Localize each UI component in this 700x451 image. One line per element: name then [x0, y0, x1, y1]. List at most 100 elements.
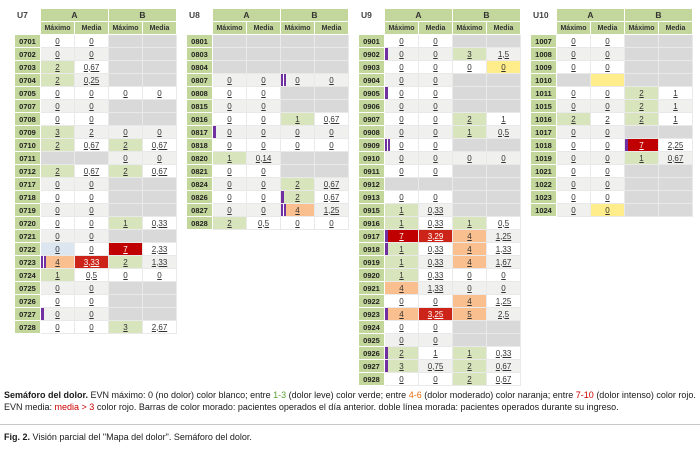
cell-0917-b-media[interactable]: 1,25: [486, 229, 521, 243]
cell-0821-a-max[interactable]: 0: [212, 164, 247, 178]
cell-0925-a-media[interactable]: 0: [418, 333, 453, 347]
cell-0906-a-media[interactable]: 0: [418, 99, 453, 113]
cell-0910-b-media[interactable]: 0: [486, 151, 521, 165]
cell-0717-a-max[interactable]: 0: [40, 177, 75, 191]
cell-1022-a-media[interactable]: 0: [590, 177, 625, 191]
cell-0910-a-max[interactable]: 0: [384, 151, 419, 165]
cell-0719-a-max[interactable]: 0: [40, 203, 75, 217]
cell-0710-a-media[interactable]: 0,67: [74, 138, 109, 152]
cell-0709-b-max[interactable]: 0: [108, 125, 143, 139]
cell-0726-a-media[interactable]: 0: [74, 294, 109, 308]
cell-0902-a-max[interactable]: 0: [384, 47, 419, 61]
cell-1018-a-media[interactable]: 0: [590, 138, 625, 152]
cell-0920-b-max[interactable]: 0: [452, 268, 487, 282]
cell-0710-b-max[interactable]: 2: [108, 138, 143, 152]
cell-0910-b-max[interactable]: 0: [452, 151, 487, 165]
cell-1023-a-max[interactable]: 0: [556, 190, 591, 204]
cell-0722-b-max[interactable]: 7: [108, 242, 143, 256]
cell-0928-a-media[interactable]: 0: [418, 372, 453, 386]
cell-0824-b-media[interactable]: 0,67: [314, 177, 349, 191]
cell-0920-a-media[interactable]: 0,33: [418, 268, 453, 282]
cell-1007-a-media[interactable]: 0: [590, 34, 625, 48]
cell-0705-a-media[interactable]: 0: [74, 86, 109, 100]
cell-0903-a-max[interactable]: 0: [384, 60, 419, 74]
cell-0904-a-max[interactable]: 0: [384, 73, 419, 87]
cell-0724-a-media[interactable]: 0,5: [74, 268, 109, 282]
cell-0820-a-max[interactable]: 1: [212, 151, 247, 165]
cell-0720-b-media[interactable]: 0,33: [142, 216, 177, 230]
cell-0817-b-media[interactable]: 0: [314, 125, 349, 139]
cell-0723-a-max[interactable]: 4: [40, 255, 75, 269]
cell-0824-a-max[interactable]: 0: [212, 177, 247, 191]
cell-0916-b-max[interactable]: 1: [452, 216, 487, 230]
cell-1008-a-max[interactable]: 0: [556, 47, 591, 61]
cell-0817-b-max[interactable]: 0: [280, 125, 315, 139]
cell-0725-a-media[interactable]: 0: [74, 281, 109, 295]
cell-0720-a-max[interactable]: 0: [40, 216, 75, 230]
cell-0902-a-media[interactable]: 0: [418, 47, 453, 61]
cell-0922-b-media[interactable]: 1,25: [486, 294, 521, 308]
cell-0828-b-media[interactable]: 0: [314, 216, 349, 230]
cell-0702-a-max[interactable]: 0: [40, 47, 75, 61]
cell-0923-b-media[interactable]: 2,5: [486, 307, 521, 321]
cell-0705-b-max[interactable]: 0: [108, 86, 143, 100]
cell-0921-a-media[interactable]: 1,33: [418, 281, 453, 295]
cell-0921-b-max[interactable]: 0: [452, 281, 487, 295]
cell-0901-a-media[interactable]: 0: [418, 34, 453, 48]
cell-0815-a-media[interactable]: 0: [246, 99, 281, 113]
cell-0902-b-max[interactable]: 3: [452, 47, 487, 61]
cell-0718-a-max[interactable]: 0: [40, 190, 75, 204]
cell-0708-a-media[interactable]: 0: [74, 112, 109, 126]
cell-1024-a-max[interactable]: 0: [556, 203, 591, 217]
cell-0828-a-media[interactable]: 0,5: [246, 216, 281, 230]
cell-1015-a-media[interactable]: 0: [590, 99, 625, 113]
cell-0927-b-max[interactable]: 2: [452, 359, 487, 373]
cell-1011-b-max[interactable]: 2: [624, 86, 659, 100]
cell-0722-a-max[interactable]: 0: [40, 242, 75, 256]
cell-1009-a-max[interactable]: 0: [556, 60, 591, 74]
cell-0923-a-max[interactable]: 4: [384, 307, 419, 321]
cell-0910-a-media[interactable]: 0: [418, 151, 453, 165]
cell-1016-a-media[interactable]: 2: [590, 112, 625, 126]
cell-0903-a-media[interactable]: 0: [418, 60, 453, 74]
cell-1019-b-max[interactable]: 1: [624, 151, 659, 165]
cell-0919-a-media[interactable]: 0,33: [418, 255, 453, 269]
cell-0824-b-max[interactable]: 2: [280, 177, 315, 191]
cell-0712-b-max[interactable]: 2: [108, 164, 143, 178]
cell-1008-a-media[interactable]: 0: [590, 47, 625, 61]
cell-0704-a-max[interactable]: 2: [40, 73, 75, 87]
cell-0920-a-max[interactable]: 1: [384, 268, 419, 282]
cell-0927-b-media[interactable]: 0,67: [486, 359, 521, 373]
cell-0919-b-max[interactable]: 4: [452, 255, 487, 269]
cell-0727-a-media[interactable]: 0: [74, 307, 109, 321]
cell-0916-b-media[interactable]: 0,5: [486, 216, 521, 230]
cell-0908-b-max[interactable]: 1: [452, 125, 487, 139]
cell-0818-a-max[interactable]: 0: [212, 138, 247, 152]
cell-0818-a-media[interactable]: 0: [246, 138, 281, 152]
cell-0928-b-max[interactable]: 2: [452, 372, 487, 386]
cell-0909-a-max[interactable]: 0: [384, 138, 419, 152]
cell-0709-a-media[interactable]: 2: [74, 125, 109, 139]
cell-0721-a-media[interactable]: 0: [74, 229, 109, 243]
cell-0913-a-max[interactable]: 0: [384, 190, 419, 204]
cell-0710-b-media[interactable]: 0,67: [142, 138, 177, 152]
cell-0917-a-max[interactable]: 7: [384, 229, 419, 243]
cell-0926-b-max[interactable]: 1: [452, 346, 487, 360]
cell-0705-b-media[interactable]: 0: [142, 86, 177, 100]
cell-0701-a-media[interactable]: 0: [74, 34, 109, 48]
cell-0917-b-max[interactable]: 4: [452, 229, 487, 243]
cell-0909-a-media[interactable]: 0: [418, 138, 453, 152]
cell-1021-a-max[interactable]: 0: [556, 164, 591, 178]
cell-0918-a-media[interactable]: 0,33: [418, 242, 453, 256]
cell-0724-b-media[interactable]: 0: [142, 268, 177, 282]
cell-1017-a-media[interactable]: 0: [590, 125, 625, 139]
cell-0928-b-media[interactable]: 0,67: [486, 372, 521, 386]
cell-0807-b-max[interactable]: 0: [280, 73, 315, 87]
cell-0728-a-media[interactable]: 0: [74, 320, 109, 334]
cell-0907-b-max[interactable]: 2: [452, 112, 487, 126]
cell-0926-a-media[interactable]: 1: [418, 346, 453, 360]
cell-0709-a-max[interactable]: 3: [40, 125, 75, 139]
cell-0712-a-media[interactable]: 0,67: [74, 164, 109, 178]
cell-0722-a-media[interactable]: 0: [74, 242, 109, 256]
cell-0824-a-media[interactable]: 0: [246, 177, 281, 191]
